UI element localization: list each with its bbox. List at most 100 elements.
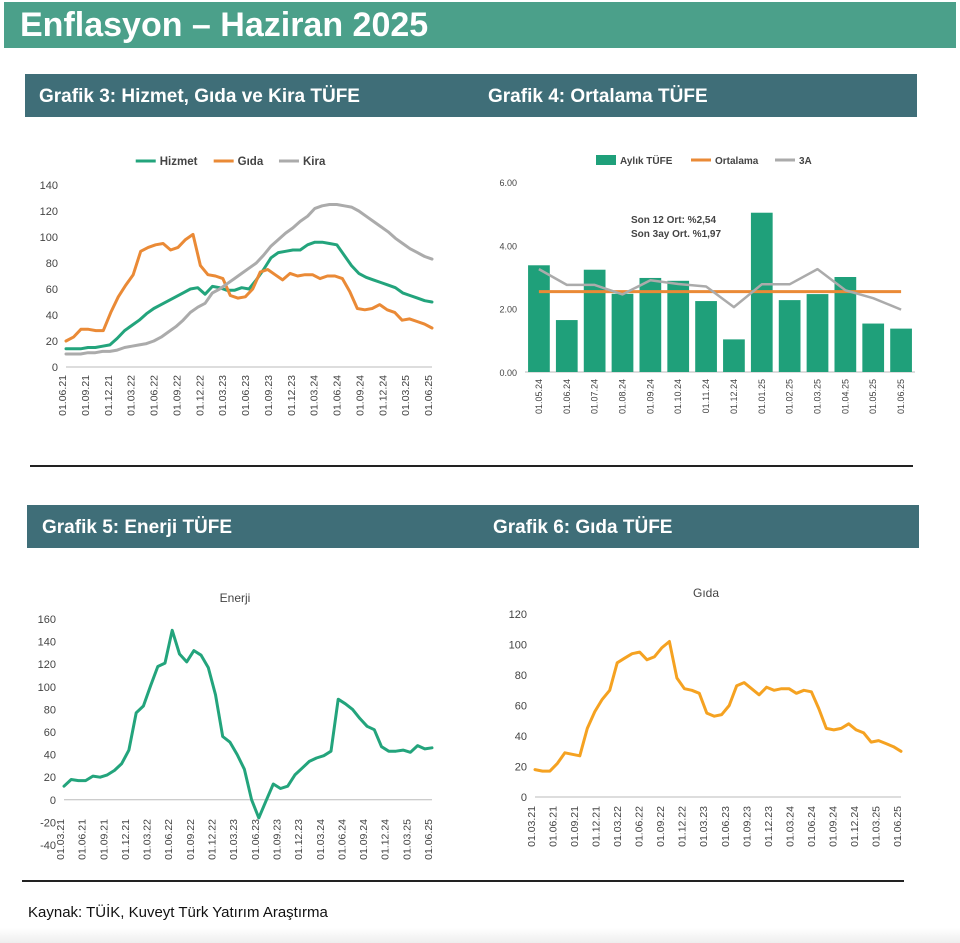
legend-swatch xyxy=(596,155,616,165)
bar-aylik-tufe xyxy=(611,293,634,372)
bar-aylik-tufe xyxy=(555,320,578,372)
bar-aylik-tufe xyxy=(806,294,829,372)
x-tick-label: 01.09.21 xyxy=(569,806,581,847)
panel-title-grafik4: Grafik 4: Ortalama TÜFE xyxy=(488,86,708,107)
y-tick-label: 120 xyxy=(509,609,527,621)
y-tick-label: 4.00 xyxy=(499,241,517,251)
x-tick-label: 01.11.24 xyxy=(701,379,711,413)
bottom-fade xyxy=(0,928,960,943)
y-tick-label: 60 xyxy=(46,284,58,296)
chart-grafik4: 0.00 2.00 4.00 6.00 01.05.24 01.06.24 01.07.24… xyxy=(499,154,915,414)
bar-aylik-tufe xyxy=(778,300,801,372)
x-tick-label: 01.05.25 xyxy=(868,379,878,414)
x-tick-label: 01.03.25 xyxy=(400,375,412,416)
source-note: Kaynak: TÜİK, Kuveyt Türk Yatırım Araştı… xyxy=(28,904,328,921)
x-tick-label: 01.12.21 xyxy=(120,819,132,860)
y-tick-label: 20 xyxy=(44,772,56,784)
x-tick-label: 01.12.21 xyxy=(103,375,115,416)
x-tick-label: 01.09.24 xyxy=(827,806,839,847)
y-tick-label: 140 xyxy=(38,637,56,649)
x-tick-label: 01.06.21 xyxy=(57,375,69,416)
y-tick-label: 2.00 xyxy=(499,305,517,315)
y-tick-label: 0 xyxy=(50,795,56,807)
x-tick-label: 01.03.25 xyxy=(813,379,823,414)
x-tick-label: 01.12.24 xyxy=(377,375,389,416)
y-tick-label: 6.00 xyxy=(499,178,517,188)
y-tick-label: 80 xyxy=(44,704,56,716)
x-tick-label: 01.12.22 xyxy=(677,806,689,847)
chart-grafik6: 0 20 40 60 80 100 120 01.03.21 01.06.21 01.09.21 0… xyxy=(509,586,904,847)
x-tick-label: 01.03.21 xyxy=(526,806,538,847)
x-tick-label: 01.03.21 xyxy=(55,819,67,860)
x-tick-label: 01.09.24 xyxy=(358,819,370,860)
x-tick-label: 01.06.23 xyxy=(240,375,252,416)
y-tick-label: 40 xyxy=(515,731,527,743)
x-tick-label: 01.03.24 xyxy=(315,819,327,860)
bar-aylik-tufe xyxy=(583,269,606,372)
series-line-kira xyxy=(64,203,434,356)
bar-aylik-tufe xyxy=(695,301,717,372)
panel-header-top: Grafik 3: Hizmet, Gıda ve Kira TÜFE Graf… xyxy=(25,74,917,117)
x-tick-label: 01.06.25 xyxy=(892,806,904,847)
legend-label: Aylık TÜFE xyxy=(620,154,673,167)
x-tick-label: 01.06.22 xyxy=(149,375,161,416)
legend-label: Kira xyxy=(303,156,326,168)
x-tick-label: 01.07.24 xyxy=(590,379,600,414)
x-tick-label: 01.03.25 xyxy=(870,806,882,847)
x-tick-label: 01.03.22 xyxy=(126,375,138,416)
x-tick-label: 01.06.21 xyxy=(548,806,560,847)
y-tick-label: 100 xyxy=(509,640,527,652)
x-tick-label: 01.03.22 xyxy=(142,819,154,860)
x-tick-label: 01.06.24 xyxy=(332,375,344,416)
divider-line-bottom xyxy=(22,880,904,882)
legend-label: Ortalama xyxy=(715,156,759,167)
x-tick-label: 01.12.21 xyxy=(591,806,603,847)
x-tick-label: 01.02.25 xyxy=(785,379,795,414)
panel-title-grafik6: Grafik 6: Gıda TÜFE xyxy=(493,517,673,538)
y-tick-label: 120 xyxy=(38,659,56,671)
page-title: Enflasyon – Haziran 2025 xyxy=(20,6,429,44)
y-tick-label: 0.00 xyxy=(499,368,517,378)
x-tick-label: 01.03.25 xyxy=(401,819,413,860)
x-tick-label: 01.09.22 xyxy=(655,806,667,847)
bar-aylik-tufe xyxy=(723,339,745,372)
x-tick-label: 01.12.24 xyxy=(729,379,739,414)
annotation-12m: Son 12 Ort: %2,54 xyxy=(631,215,716,226)
y-tick-label: 0 xyxy=(521,792,527,804)
series-line-gıda xyxy=(533,640,903,773)
x-tick-label: 01.09.21 xyxy=(98,819,110,860)
y-tick-label: -40 xyxy=(40,840,56,852)
x-tick-label: 01.03.24 xyxy=(309,375,321,416)
bar-aylik-tufe xyxy=(834,277,857,372)
y-tick-label: 100 xyxy=(40,232,58,244)
x-tick-label: 01.09.22 xyxy=(171,375,183,416)
annotation-3m: Son 3ay Ort. %1,97 xyxy=(631,229,721,240)
series-line-enerji xyxy=(62,628,434,820)
y-tick-label: 160 xyxy=(38,614,56,626)
x-tick-label: 01.03.23 xyxy=(217,375,229,416)
x-tick-label: 01.03.23 xyxy=(698,806,710,847)
bar-aylik-tufe xyxy=(528,265,550,372)
x-tick-label: 01.03.22 xyxy=(612,806,624,847)
x-tick-label: 01.09.21 xyxy=(80,375,92,416)
bar-aylik-tufe xyxy=(667,280,690,372)
x-tick-label: 01.01.25 xyxy=(757,379,767,414)
x-tick-label: 01.03.23 xyxy=(228,819,240,860)
y-tick-label: 140 xyxy=(40,180,58,192)
title-banner: Enflasyon – Haziran 2025 xyxy=(4,2,956,48)
y-tick-label: 60 xyxy=(515,701,527,713)
panel-title-grafik3: Grafik 3: Hizmet, Gıda ve Kira TÜFE xyxy=(39,86,360,107)
bar-aylik-tufe xyxy=(639,277,662,372)
x-tick-label: 01.06.21 xyxy=(77,819,89,860)
x-tick-label: 01.06.25 xyxy=(896,379,906,414)
x-tick-label: 01.04.25 xyxy=(840,379,850,414)
bar-aylik-tufe xyxy=(862,323,885,372)
series-line-gıda xyxy=(64,232,434,343)
x-tick-label: 01.06.22 xyxy=(634,806,646,847)
y-tick-label: 40 xyxy=(44,750,56,762)
y-tick-label: 40 xyxy=(46,310,58,322)
x-tick-label: 01.12.22 xyxy=(194,375,206,416)
chart-title: Enerji xyxy=(220,591,251,605)
x-tick-label: 01.09.24 xyxy=(645,379,655,414)
y-tick-label: 0 xyxy=(52,362,58,374)
